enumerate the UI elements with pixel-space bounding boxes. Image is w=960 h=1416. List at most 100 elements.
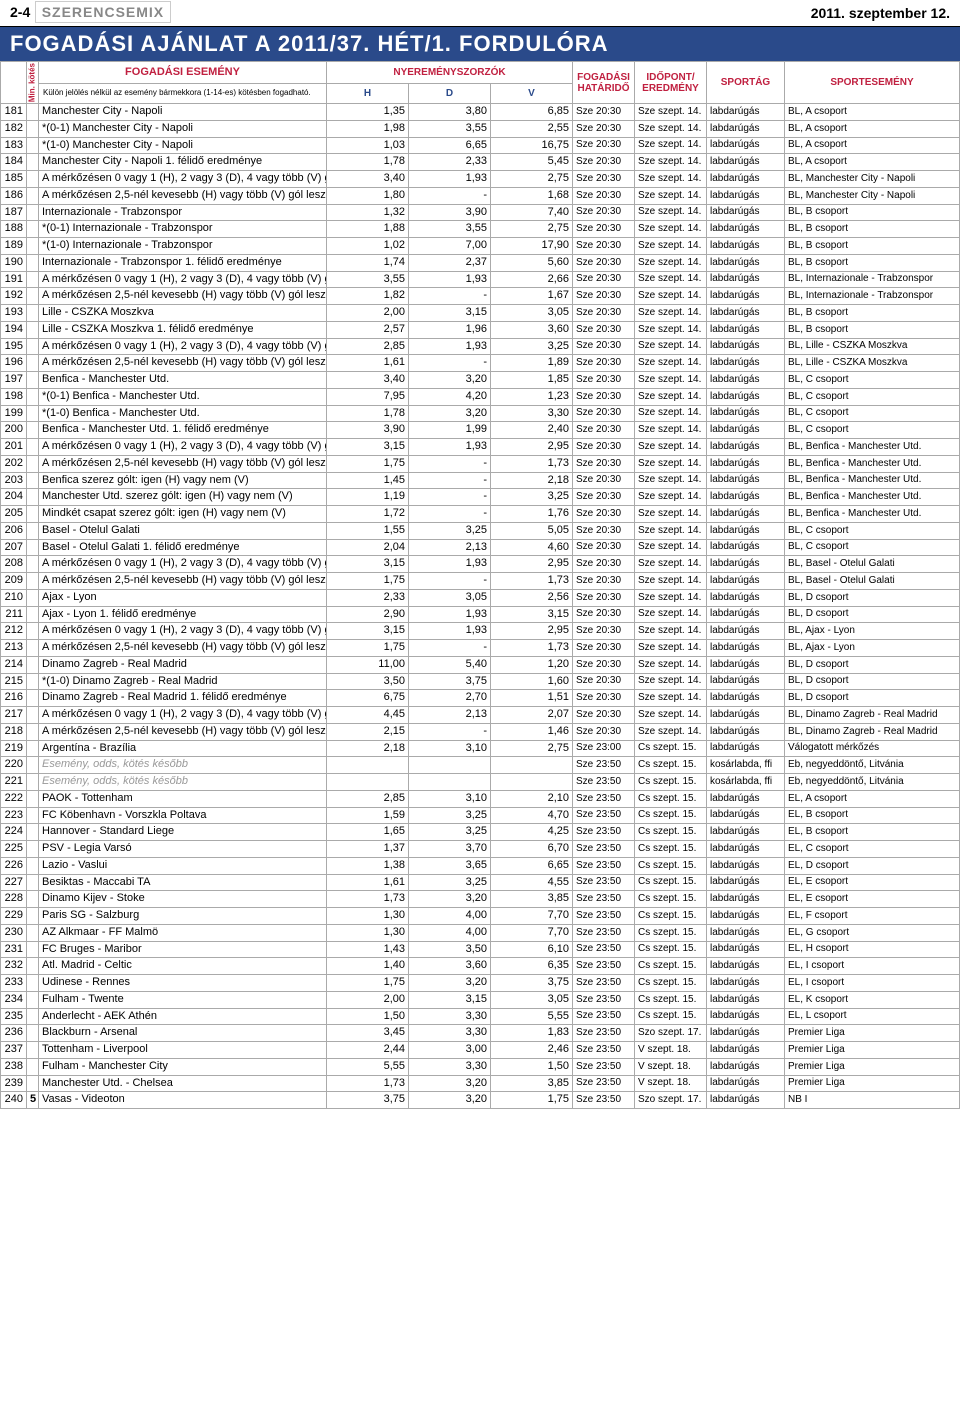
cell-d: 3,00 <box>409 1042 491 1059</box>
cell-v: 4,60 <box>491 539 573 556</box>
cell-h: 1,75 <box>327 975 409 992</box>
cell-sport: labdarúgás <box>707 439 785 456</box>
table-row: 232Atl. Madrid - Celtic1,403,606,35Sze 2… <box>1 958 960 975</box>
cell-v: 3,85 <box>491 1075 573 1092</box>
cell-num: 218 <box>1 723 27 740</box>
cell-num: 188 <box>1 221 27 238</box>
table-row: 223FC Köbenhavn - Vorszkla Poltava1,593,… <box>1 807 960 824</box>
cell-sport: labdarúgás <box>707 975 785 992</box>
cell-v: 2,75 <box>491 221 573 238</box>
cell-event: A mérkőzésen 0 vagy 1 (H), 2 vagy 3 (D),… <box>39 556 327 573</box>
cell-h: 3,15 <box>327 556 409 573</box>
table-row: 208A mérkőzésen 0 vagy 1 (H), 2 vagy 3 (… <box>1 556 960 573</box>
cell-d: - <box>409 723 491 740</box>
cell-detail: BL, B csoport <box>785 321 960 338</box>
cell-h: 1,73 <box>327 1075 409 1092</box>
cell-event: A mérkőzésen 2,5-nél kevesebb (H) vagy t… <box>39 288 327 305</box>
cell-num: 202 <box>1 455 27 472</box>
cell-sport: labdarúgás <box>707 790 785 807</box>
cell-detail: BL, Basel - Otelul Galati <box>785 556 960 573</box>
cell-detail: BL, C csoport <box>785 405 960 422</box>
cell-d: 2,33 <box>409 154 491 171</box>
cell-time: Cs szept. 15. <box>635 1008 707 1025</box>
cell-sport: labdarúgás <box>707 522 785 539</box>
cell-event: Dinamo Kijev - Stoke <box>39 891 327 908</box>
cell-sport: labdarúgás <box>707 338 785 355</box>
cell-v: 2,95 <box>491 439 573 456</box>
cell-sport: labdarúgás <box>707 958 785 975</box>
cell-d: 3,20 <box>409 975 491 992</box>
cell-time: Sze szept. 14. <box>635 489 707 506</box>
cell-sport: labdarúgás <box>707 1092 785 1109</box>
cell-event: Dinamo Zagreb - Real Madrid <box>39 656 327 673</box>
cell-min <box>27 221 39 238</box>
cell-v: 2,56 <box>491 589 573 606</box>
cell-num: 203 <box>1 472 27 489</box>
cell-detail: Eb, negyeddöntő, Litvánia <box>785 757 960 774</box>
cell-event: A mérkőzésen 2,5-nél kevesebb (H) vagy t… <box>39 640 327 657</box>
cell-detail: EL, K csoport <box>785 991 960 1008</box>
cell-detail: EL, G csoport <box>785 924 960 941</box>
cell-detail: BL, D csoport <box>785 690 960 707</box>
cell-d: 1,93 <box>409 271 491 288</box>
cell-min <box>27 522 39 539</box>
cell-d: 3,10 <box>409 790 491 807</box>
cell-time: Cs szept. 15. <box>635 891 707 908</box>
cell-d: 3,65 <box>409 857 491 874</box>
cell-d: 3,15 <box>409 305 491 322</box>
cell-min <box>27 171 39 188</box>
cell-sport: labdarúgás <box>707 171 785 188</box>
cell-deadline: Sze 20:30 <box>573 556 635 573</box>
cell-detail: BL, C csoport <box>785 388 960 405</box>
col-header-sport: SPORTÁG <box>707 62 785 104</box>
cell-deadline: Sze 23:00 <box>573 740 635 757</box>
cell-sport: labdarúgás <box>707 472 785 489</box>
cell-deadline: Sze 20:30 <box>573 690 635 707</box>
cell-time: Sze szept. 14. <box>635 623 707 640</box>
col-header-detail: SPORTESEMÉNY <box>785 62 960 104</box>
cell-v: 16,75 <box>491 137 573 154</box>
table-row: 204Manchester Utd. szerez gólt: igen (H)… <box>1 489 960 506</box>
cell-sport: labdarúgás <box>707 455 785 472</box>
cell-deadline: Sze 20:30 <box>573 187 635 204</box>
cell-num: 205 <box>1 506 27 523</box>
cell-v: 2,75 <box>491 740 573 757</box>
cell-num: 184 <box>1 154 27 171</box>
cell-min <box>27 1058 39 1075</box>
cell-deadline: Sze 20:30 <box>573 455 635 472</box>
cell-num: 187 <box>1 204 27 221</box>
cell-time: Sze szept. 14. <box>635 522 707 539</box>
cell-h: 1,75 <box>327 455 409 472</box>
cell-event: Fulham - Manchester City <box>39 1058 327 1075</box>
cell-v: 4,25 <box>491 824 573 841</box>
table-row: 197Benfica - Manchester Utd.3,403,201,85… <box>1 372 960 389</box>
cell-event: A mérkőzésen 2,5-nél kevesebb (H) vagy t… <box>39 723 327 740</box>
cell-h: 3,55 <box>327 271 409 288</box>
cell-min <box>27 539 39 556</box>
cell-num: 200 <box>1 422 27 439</box>
cell-time: Sze szept. 14. <box>635 238 707 255</box>
cell-event: Anderlecht - AEK Athén <box>39 1008 327 1025</box>
cell-h: 2,00 <box>327 991 409 1008</box>
cell-d: - <box>409 573 491 590</box>
cell-deadline: Sze 20:30 <box>573 305 635 322</box>
cell-deadline: Sze 20:30 <box>573 539 635 556</box>
cell-min <box>27 991 39 1008</box>
cell-deadline: Sze 20:30 <box>573 388 635 405</box>
cell-time: V szept. 18. <box>635 1042 707 1059</box>
cell-time: Cs szept. 15. <box>635 975 707 992</box>
cell-num: 199 <box>1 405 27 422</box>
cell-time: Sze szept. 14. <box>635 288 707 305</box>
cell-min <box>27 388 39 405</box>
cell-v: 1,89 <box>491 355 573 372</box>
cell-h: 2,44 <box>327 1042 409 1059</box>
cell-event: Udinese - Rennes <box>39 975 327 992</box>
cell-event: *(0-1) Benfica - Manchester Utd. <box>39 388 327 405</box>
cell-num: 223 <box>1 807 27 824</box>
cell-h: 11,00 <box>327 656 409 673</box>
table-row: 220Esemény, odds, kötés későbbSze 23:50C… <box>1 757 960 774</box>
cell-min <box>27 891 39 908</box>
cell-d: 3,90 <box>409 204 491 221</box>
cell-h: 2,85 <box>327 790 409 807</box>
cell-event: Ajax - Lyon 1. félidő eredménye <box>39 606 327 623</box>
